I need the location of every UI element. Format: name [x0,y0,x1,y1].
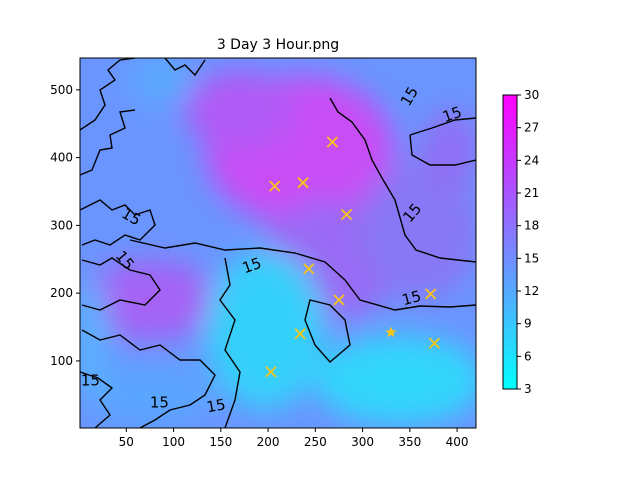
colorbar-tick-label: 3 [524,382,532,396]
colorbar-tick-label: 6 [524,349,532,363]
x-tick-label: 300 [351,435,374,449]
x-marker [326,136,338,148]
y-tick-label: 100 [50,354,73,368]
x-marker [340,208,353,221]
colorbar-fill [502,94,518,390]
x-marker [294,328,306,340]
plot-frame [79,57,477,429]
x-marker [265,366,277,378]
x-marker [297,177,309,189]
x-tick-label: 400 [446,435,469,449]
x-tick-label: 100 [162,435,185,449]
contour-label: 15 [400,287,423,309]
y-tick-label: 500 [50,83,73,97]
x-marker [333,294,345,306]
contour-label: 15 [205,395,227,416]
colorbar-tick-label: 27 [524,121,539,135]
x-tick-label: 200 [257,435,280,449]
x-marker [303,263,315,275]
contour-lines [80,58,476,428]
y-axis: 100 200 300 400 500 [50,83,80,368]
colorbar: 3 6 9 12 15 18 21 24 27 30 [502,88,539,396]
star-marker [385,326,397,338]
colorbar-tick-label: 15 [524,251,539,265]
x-axis: 50 100 150 200 250 300 350 400 [119,428,469,449]
x-tick-label: 50 [119,435,134,449]
colorbar-tick-label: 18 [524,219,539,233]
heatmap-field [80,58,476,428]
colorbar-tick-label: 24 [524,153,539,167]
colorbar-tick-label: 9 [524,317,532,331]
colorbar-tick-label: 30 [524,88,539,102]
x-marker [428,337,441,349]
contour-label: 15 [440,103,464,126]
markers [265,136,441,378]
y-tick-label: 300 [50,218,73,232]
colorbar-ticks: 3 6 9 12 15 18 21 24 27 30 [517,88,539,396]
contour-label: 15 [150,393,169,411]
y-tick-label: 200 [50,286,73,300]
x-tick-label: 350 [398,435,421,449]
x-tick-label: 250 [304,435,327,449]
colorbar-tick-label: 12 [524,284,539,298]
chart-title: 3 Day 3 Hour.png [217,37,339,53]
y-tick-label: 400 [50,151,73,165]
colorbar-tick-label: 21 [524,186,539,200]
contour-label: 15 [81,372,100,390]
x-tick-label: 150 [209,435,232,449]
x-marker [269,180,281,192]
x-marker [424,288,437,300]
contour-label: 15 [240,254,264,277]
